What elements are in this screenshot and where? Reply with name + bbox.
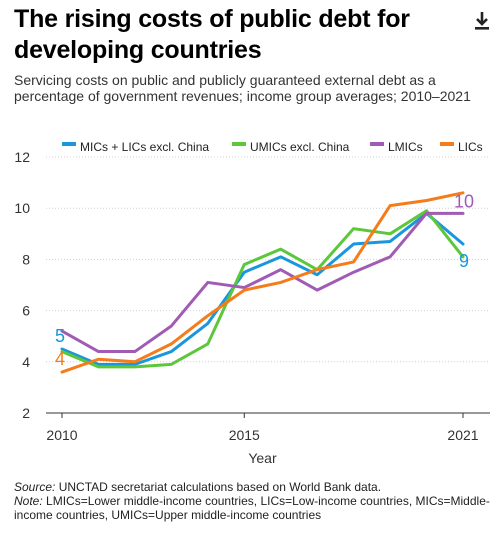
y-tick-label: 12	[14, 149, 30, 165]
y-tick-label: 6	[22, 303, 30, 319]
series-line	[60, 211, 465, 366]
series-line	[60, 209, 465, 369]
legend-swatch	[370, 142, 384, 146]
series-line	[60, 211, 465, 354]
chart-title: The rising costs of public debt for deve…	[14, 5, 410, 64]
x-tick-label: 2010	[46, 427, 77, 443]
line-chart: 2 4 6 8 10 12 2010 2015 2021 Year MICs + LICs excl…	[14, 140, 490, 466]
y-tick-label: 8	[22, 251, 30, 267]
legend-label: UMICs excl. China	[250, 140, 350, 154]
x-tick-label: 2015	[229, 427, 260, 443]
download-button[interactable]	[472, 10, 492, 32]
legend-label: LICs	[458, 140, 483, 154]
chart-subtitle: Servicing costs on public and publicly g…	[14, 72, 471, 104]
end-value-label: 10	[454, 191, 474, 211]
y-tick-label: 2	[22, 405, 30, 421]
legend-swatch	[232, 142, 246, 146]
legend-swatch	[440, 142, 454, 146]
chart-footer: Source: UNCTAD secretariat calculations …	[14, 480, 494, 522]
start-value-label: 4	[55, 349, 65, 369]
x-axis-title: Year	[248, 450, 277, 466]
y-tick-label: 10	[14, 200, 30, 216]
x-tick-label: 2021	[447, 427, 478, 443]
series-line	[60, 191, 465, 374]
legend-label: MICs + LICs excl. China	[80, 140, 209, 154]
abbreviation-note: Note: LMICs=Lower middle-income countrie…	[14, 494, 490, 522]
y-tick-label: 4	[22, 354, 30, 370]
start-value-label: 5	[55, 326, 65, 346]
download-icon	[475, 12, 489, 30]
legend-label: LMICs	[388, 140, 423, 154]
source-note: Source: UNCTAD secretariat calculations …	[14, 480, 382, 494]
end-value-label: 9	[459, 251, 469, 271]
legend-swatch	[62, 142, 76, 146]
